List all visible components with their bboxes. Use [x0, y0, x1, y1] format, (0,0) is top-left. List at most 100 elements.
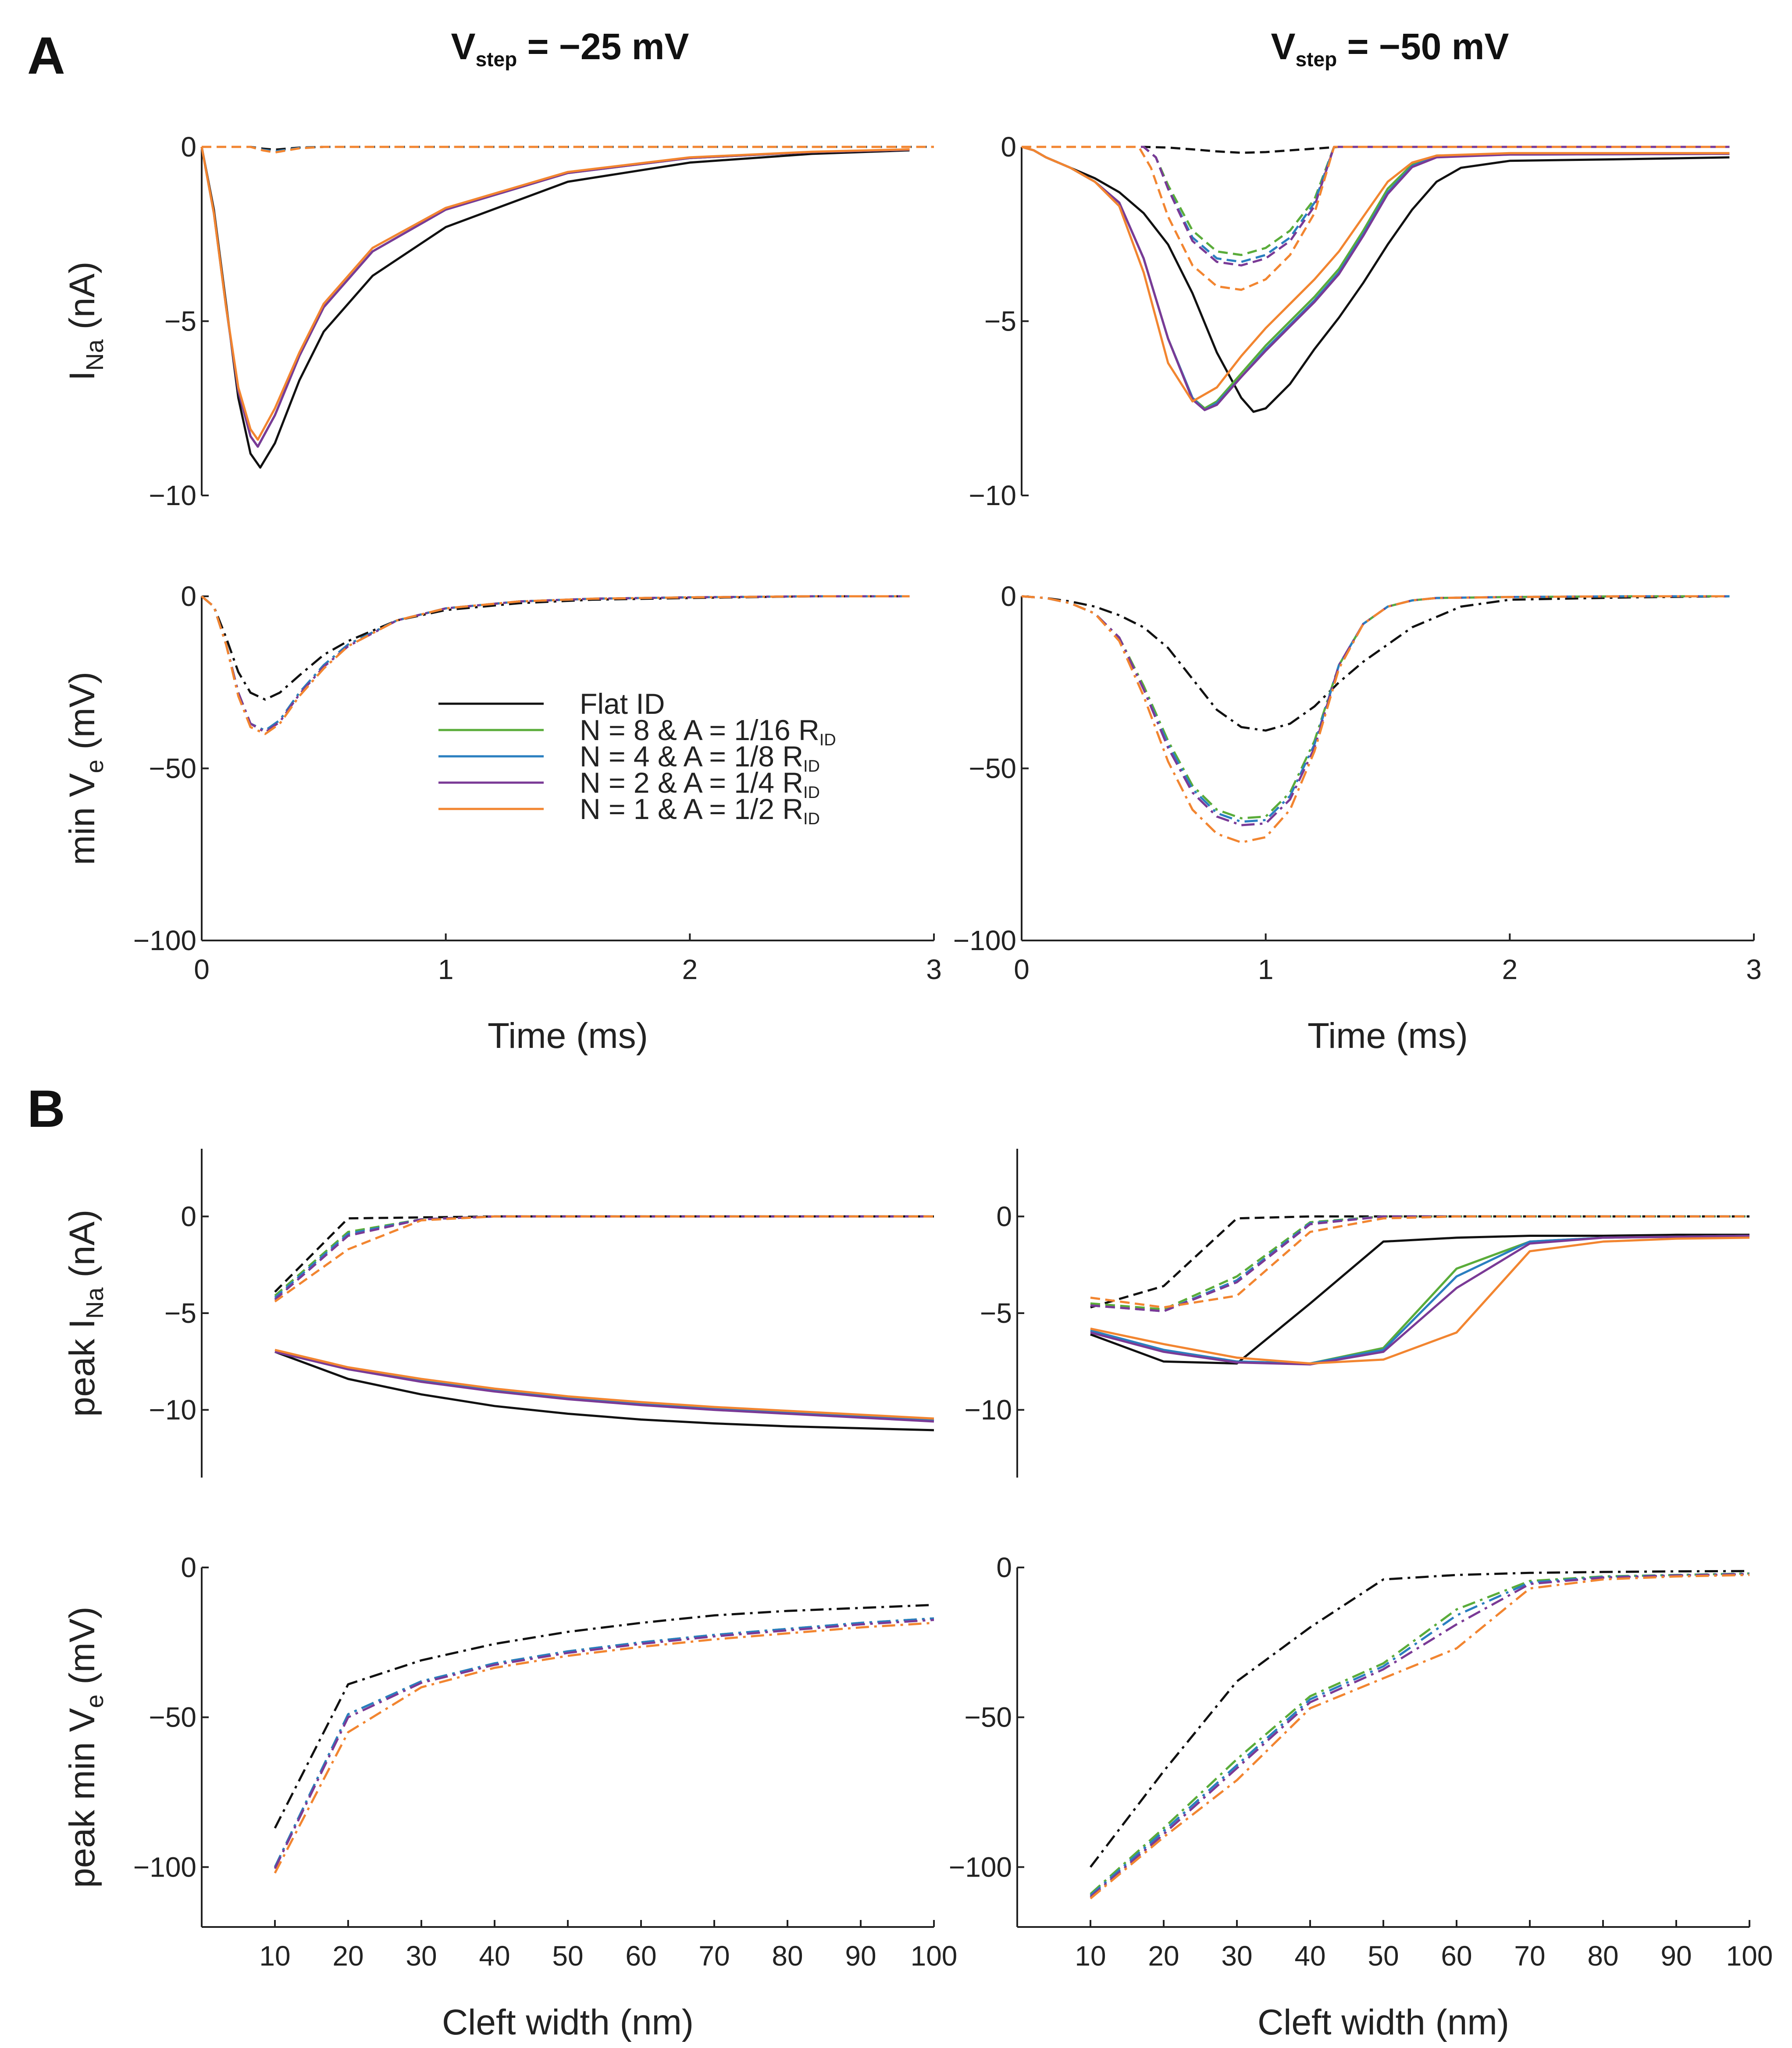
chart-a1: 0 −5 −10 INa (nA) [62, 131, 934, 511]
series-n1-solid [1021, 146, 1730, 402]
x-axis-label: Time (ms) [488, 1016, 648, 1056]
series-n8-solid [1090, 1235, 1750, 1365]
y-tick-label: −100 [133, 925, 196, 956]
x-tick-label: 100 [911, 1940, 958, 1972]
x-tick-label: 10 [259, 1940, 290, 1972]
y-tick-label: −100 [949, 1851, 1012, 1883]
x-tick-label: 60 [625, 1940, 656, 1972]
series-n4-solid [1021, 146, 1730, 411]
legend-label: N = 1 & A = 1/2 RID [580, 793, 820, 828]
x-tick-label: 1 [1258, 954, 1274, 985]
legend-label: N = 8 & A = 1/16 RID [580, 714, 836, 749]
y-tick-label: −5 [984, 306, 1016, 337]
series-n1-dashdot [201, 595, 910, 735]
y-tick-label: 0 [1001, 581, 1016, 612]
x-axis-label: Time (ms) [1307, 1016, 1468, 1056]
series-flat-solid [1090, 1233, 1749, 1365]
series-n2-dashed [274, 1215, 934, 1300]
series-n1-dashed [202, 146, 934, 154]
series-flat-dashdot [1021, 595, 1730, 732]
series-n4-solid [274, 1350, 934, 1422]
y-tick-label: −10 [969, 480, 1016, 511]
y-axis-label: peak INa (nA) [62, 1210, 108, 1417]
series-n2-solid [200, 146, 910, 448]
series-n2-solid [1090, 1235, 1750, 1366]
y-axis-label: INa (nA) [62, 261, 108, 381]
series-n1-dashdot [274, 1621, 934, 1874]
panel-letter-a: A [27, 26, 65, 85]
column-title-right: Vstep = −50 mV [1271, 26, 1509, 71]
column-title-left: Vstep = −25 mV [451, 26, 689, 71]
legend-item-n4: N = 4 & A = 1/8 RID [438, 740, 820, 776]
series-n1-solid [1090, 1236, 1750, 1365]
y-axis-label: peak min Ve (mV) [62, 1606, 108, 1888]
series-n2-dashdot [201, 595, 910, 734]
y-tick-label: −5 [980, 1297, 1012, 1329]
series-n4-solid [1090, 1235, 1750, 1365]
legend-item-n2: N = 2 & A = 1/4 RID [438, 766, 820, 802]
legend-label: N = 2 & A = 1/4 RID [580, 766, 820, 802]
y-tick-label: −10 [149, 1394, 196, 1426]
series-n1-dashed [1090, 1215, 1749, 1309]
x-tick-label: 50 [1368, 1940, 1399, 1972]
series-n1-dashdot [1021, 595, 1730, 844]
series-n8-dashdot [1090, 1572, 1750, 1895]
y-tick-label: −50 [964, 1702, 1012, 1733]
x-tick-label: 70 [1514, 1940, 1545, 1972]
series-n8-solid [1021, 146, 1730, 410]
series-n8-solid [200, 146, 910, 448]
y-tick-label: −10 [149, 480, 196, 511]
series-n4-dashed [274, 1215, 934, 1299]
series-n4-dashdot [1021, 595, 1730, 823]
y-tick-label: −50 [149, 1702, 196, 1733]
series-n1-dashed [274, 1215, 934, 1303]
series-n4-dashdot [201, 595, 910, 732]
chart-b3: 0 −50 −100 10 20 30 40 50 60 70 80 90 100 Cleft width… [62, 1552, 957, 2042]
y-axis-label: min Ve (mV) [62, 672, 108, 865]
x-tick-label: 100 [1726, 1940, 1773, 1972]
series-n4-dashdot [274, 1617, 934, 1868]
series-n8-dashdot [201, 595, 910, 732]
panel-letter-b: B [27, 1079, 65, 1138]
y-tick-label: 0 [181, 581, 196, 612]
y-tick-label: 0 [996, 1552, 1012, 1583]
x-tick-label: 2 [682, 954, 698, 985]
series-flat-dashed [1022, 146, 1730, 154]
x-tick-label: 30 [1221, 1940, 1252, 1972]
x-tick-label: 50 [552, 1940, 583, 1972]
series-n2-dashed [1022, 146, 1730, 267]
series-flat-solid [274, 1350, 934, 1432]
x-tick-label: 30 [406, 1940, 437, 1972]
y-tick-label: 0 [1001, 131, 1016, 163]
y-tick-label: 0 [181, 131, 196, 163]
x-tick-label: 20 [1148, 1940, 1179, 1972]
legend-label: N = 4 & A = 1/8 RID [580, 740, 820, 776]
x-tick-label: 70 [698, 1940, 730, 1972]
x-tick-label: 3 [926, 954, 942, 985]
y-tick-label: −100 [953, 925, 1016, 956]
series-n2-dashdot [1021, 595, 1730, 826]
series-n1-solid [274, 1349, 934, 1420]
y-tick-label: −100 [133, 1851, 196, 1883]
column-titles: Vstep = −25 mV Vstep = −50 mV [451, 26, 1509, 71]
legend-item-flat: Flat ID [438, 687, 665, 720]
series-n1-dashdot [1090, 1574, 1750, 1900]
x-axis-label: Cleft width (nm) [1258, 2002, 1509, 2042]
series-flat-dashdot [274, 1603, 934, 1829]
series-n4-dashed [1022, 146, 1730, 263]
series-n4-solid [200, 146, 910, 448]
x-tick-label: 2 [1502, 954, 1518, 985]
series-n8-dashdot [1021, 595, 1730, 819]
x-tick-label: 0 [194, 954, 210, 985]
x-tick-label: 80 [1587, 1940, 1618, 1972]
y-tick-label: −50 [149, 753, 196, 784]
chart-b4: 0 −50 −100 10 20 30 40 50 60 70 80 90 100 Cleft width… [949, 1552, 1773, 2042]
x-tick-label: 1 [438, 954, 454, 985]
series-flat-solid [200, 146, 910, 469]
x-tick-label: 90 [1660, 1940, 1692, 1972]
y-tick-label: 0 [181, 1200, 196, 1232]
series-flat-dashdot [1090, 1570, 1750, 1868]
